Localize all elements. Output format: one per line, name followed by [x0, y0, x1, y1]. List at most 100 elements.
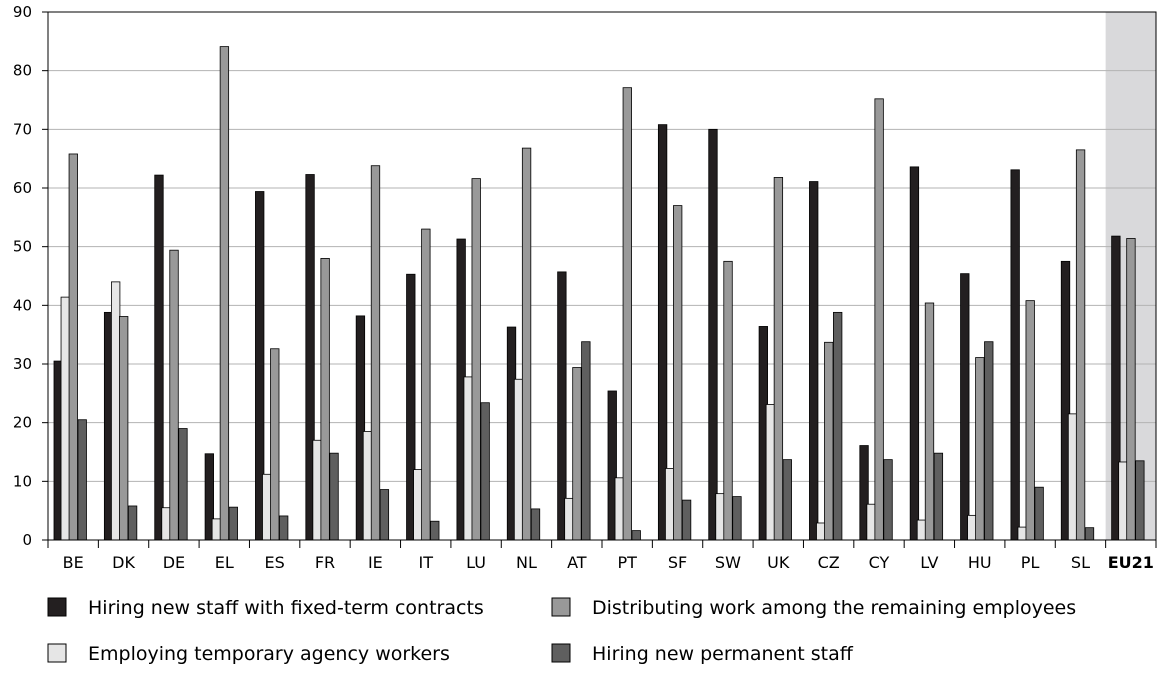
bar	[732, 496, 742, 541]
bar	[521, 147, 532, 541]
bar	[975, 357, 985, 541]
x-category-label: SF	[668, 553, 687, 572]
x-category-label: LU	[466, 553, 486, 572]
bar	[614, 477, 624, 541]
bar	[673, 205, 683, 541]
x-category-label: DK	[112, 553, 135, 572]
bar	[773, 177, 784, 541]
bar	[320, 257, 330, 541]
legend-swatch	[47, 643, 67, 663]
bar	[1017, 526, 1027, 541]
legend-label: Employing temporary agency workers	[88, 643, 450, 665]
bar	[329, 452, 339, 541]
legend-swatch	[47, 597, 67, 617]
bar	[228, 506, 238, 541]
legend-swatch	[551, 643, 571, 663]
legend-label: Distributing work among the remaining em…	[592, 597, 1076, 619]
axis-layer: 0 10 20 30 40 50 60 70 80 90 BE DK DE EL ES FR IE IT LU NL A…	[13, 3, 1157, 572]
x-category-label: CZ	[818, 553, 840, 572]
x-category-label: LV	[920, 553, 938, 572]
bar	[262, 473, 272, 541]
y-tick-label: 30	[13, 355, 32, 373]
bar	[463, 376, 473, 541]
legend-item: Distributing work among the remaining em…	[551, 597, 1076, 619]
bar	[279, 515, 289, 541]
bar	[715, 493, 725, 541]
bar	[480, 402, 490, 541]
bar	[581, 341, 591, 541]
bar	[77, 419, 87, 541]
bar	[681, 499, 692, 541]
bar	[362, 431, 373, 541]
x-category-label: BE	[63, 553, 84, 572]
bar	[1075, 149, 1086, 541]
bar	[178, 428, 188, 541]
bar	[1135, 460, 1145, 541]
bar	[782, 459, 792, 541]
x-category-label: IT	[418, 553, 433, 572]
bar	[816, 522, 826, 541]
bar	[430, 520, 440, 541]
bar	[513, 378, 524, 541]
x-category-label: SL	[1071, 553, 1090, 572]
x-category-label: ES	[265, 553, 285, 572]
bar	[379, 489, 390, 541]
bar	[874, 98, 884, 541]
bar	[161, 507, 171, 541]
bar	[270, 348, 280, 541]
bar	[1010, 169, 1020, 541]
x-category-label: EL	[215, 553, 234, 572]
bar	[169, 249, 179, 541]
y-tick-label: 60	[13, 179, 32, 197]
grid-layer	[48, 70, 1156, 482]
y-tick-label: 50	[13, 238, 32, 256]
x-category-label: PL	[1021, 553, 1040, 572]
bar	[916, 519, 927, 541]
x-category-label: SW	[715, 553, 741, 572]
bar	[960, 273, 970, 541]
legend-label: Hiring new staff with fixed-term contrac…	[88, 597, 484, 619]
y-tick-label: 80	[13, 62, 32, 80]
bar	[154, 174, 164, 541]
bar	[631, 530, 641, 541]
bar	[723, 260, 733, 541]
bar	[127, 505, 138, 541]
bar	[883, 459, 893, 541]
bar	[809, 181, 819, 541]
bar	[924, 302, 935, 541]
bar	[984, 341, 994, 541]
x-category-label: HU	[968, 553, 992, 572]
x-category-label: UK	[767, 553, 790, 572]
bar	[530, 508, 541, 541]
bar	[60, 296, 70, 541]
legend-item: Hiring new permanent staff	[551, 643, 854, 665]
bar	[119, 316, 129, 541]
bar	[1025, 300, 1035, 541]
x-category-label: EU21	[1108, 553, 1154, 572]
bar	[211, 518, 222, 541]
legend-label: Hiring new permanent staff	[592, 643, 854, 665]
x-category-label: NL	[516, 553, 537, 572]
bar	[833, 311, 843, 541]
bar	[708, 128, 718, 541]
bar	[68, 153, 78, 541]
x-category-label: CY	[869, 553, 890, 572]
bar	[824, 341, 834, 541]
bar	[564, 497, 574, 541]
legend-swatch	[551, 597, 571, 617]
y-tick-label: 40	[13, 296, 32, 314]
bar	[370, 165, 381, 541]
bar	[765, 404, 776, 541]
bar	[1067, 413, 1078, 541]
bar	[933, 452, 944, 541]
x-category-label: AT	[567, 553, 587, 572]
y-tick-label: 20	[13, 414, 32, 432]
bar	[471, 178, 481, 541]
y-tick-label: 70	[13, 120, 32, 138]
bar	[622, 87, 632, 541]
bar	[967, 514, 977, 541]
bar	[1118, 461, 1128, 541]
y-tick-label: 0	[22, 531, 32, 549]
bars-layer	[53, 46, 1145, 541]
